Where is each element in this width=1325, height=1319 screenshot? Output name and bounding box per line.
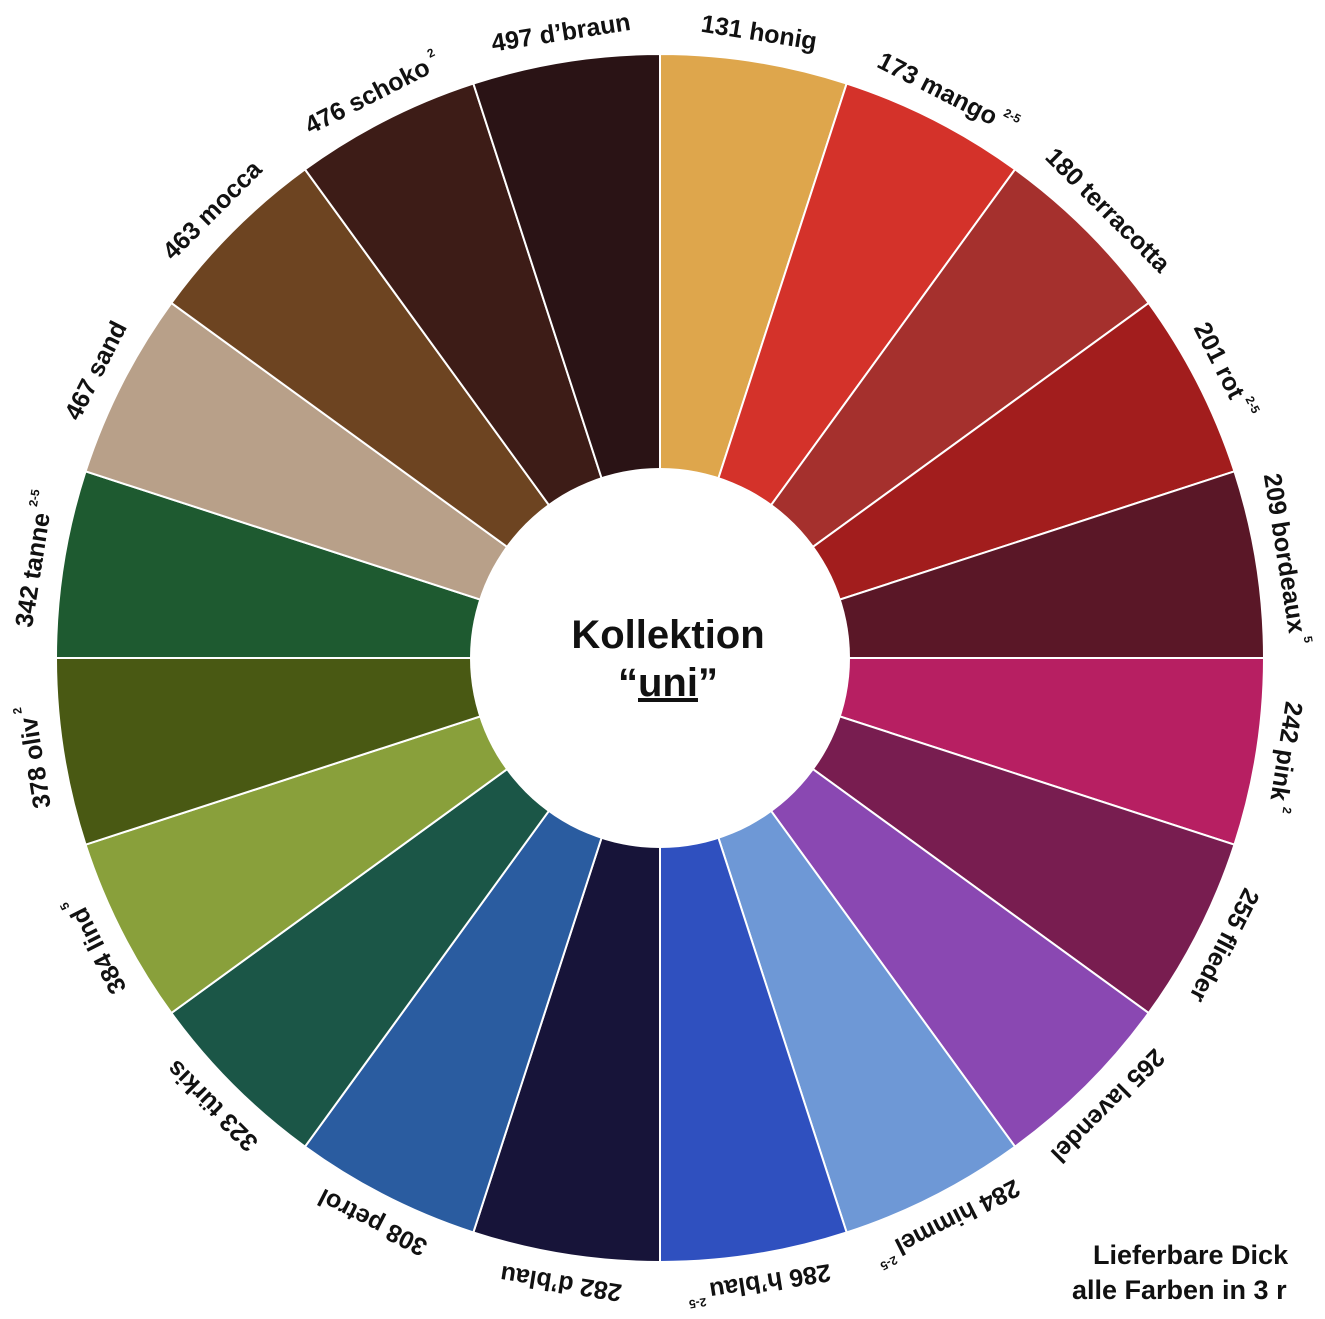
label-note: 2-5 (1001, 106, 1023, 126)
swatch-label: 286 h’blau2-5 (685, 1258, 833, 1311)
swatch-label: 282 d’blau (498, 1260, 623, 1307)
label-note: 5 (57, 900, 73, 913)
quote-open: “ (618, 661, 638, 705)
quote-close: ” (698, 661, 718, 705)
label-text: 342 tanne (10, 511, 56, 629)
footer-line: Lieferbare Dick (1093, 1240, 1289, 1270)
label-note: 2-5 (26, 488, 43, 508)
label-note: 2-5 (688, 1295, 708, 1312)
label-text: 282 d’blau (498, 1260, 623, 1307)
color-wheel: Kollektion “uni” 131 honig173 mango2-518… (0, 0, 1325, 1319)
label-text: 209 bordeaux (1258, 471, 1311, 635)
label-note: 2-5 (1242, 394, 1262, 416)
swatch-label: 131 honig (699, 9, 819, 55)
footer-line: alle Farben in 3 r (1072, 1275, 1287, 1305)
label-note: 2 (10, 706, 25, 715)
swatch-label: 497 d’braun (489, 8, 632, 58)
label-note: 2 (1279, 806, 1294, 815)
collection-name: uni (638, 661, 698, 705)
center-title: Kollektion (571, 613, 764, 657)
center-subtitle: “uni” (618, 661, 718, 705)
label-note: 2 (425, 45, 438, 61)
swatch-label: 342 tanne 2-5 (7, 488, 59, 629)
label-note: 2-5 (878, 1253, 900, 1273)
label-text: 131 honig (699, 9, 819, 55)
label-text: 378 oliv (14, 715, 56, 810)
swatch-label: 242 pink 2 (1263, 700, 1311, 815)
label-text: 497 d’braun (489, 8, 632, 58)
center-hole (470, 468, 850, 848)
label-text: 242 pink (1265, 700, 1308, 803)
label-note: 5 (1300, 635, 1315, 644)
swatch-label: 378 oliv2 (10, 704, 56, 811)
label-text: 286 h’blau (708, 1258, 833, 1305)
swatch-label: 209 bordeaux5 (1258, 471, 1315, 647)
